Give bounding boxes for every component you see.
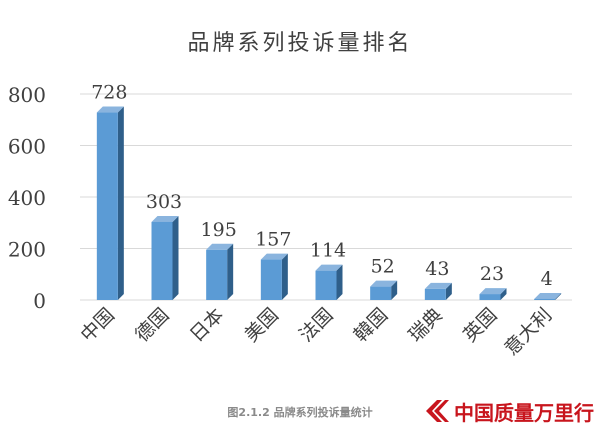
y-axis-ticks: 0 200 400 600 800 (8, 83, 46, 313)
data-label: 23 (480, 263, 504, 285)
bars (96, 106, 562, 300)
brand-logo: 中国质量万里行 (424, 391, 596, 431)
bar-front (151, 221, 173, 300)
bar (370, 280, 398, 300)
bar-side (391, 280, 398, 300)
bar-side (500, 288, 507, 300)
bar-top (534, 292, 562, 299)
data-label: 195 (201, 219, 237, 241)
bar-top (206, 243, 234, 250)
bar-front (534, 298, 556, 300)
x-tick-label: 瑞典 (404, 304, 446, 346)
data-label: 728 (91, 82, 127, 104)
x-tick-label: 意大利 (500, 304, 556, 360)
y-tick-label: 400 (8, 186, 46, 210)
bar-front (370, 286, 392, 300)
bar-top (260, 253, 288, 260)
data-labels: 728 303 195 157 114 52 43 23 4 (91, 82, 553, 290)
bar-front (96, 112, 118, 300)
y-tick-label: 800 (8, 83, 46, 107)
bar-top (479, 288, 507, 295)
bar (96, 106, 124, 300)
x-tick-label: 韓国 (350, 304, 392, 346)
bar-top (424, 282, 452, 289)
bar-front (424, 288, 446, 300)
y-tick-label: 200 (8, 238, 46, 262)
figure-caption: 图2.1.2 品牌系列投诉量统计 (227, 406, 373, 419)
bar-side (227, 243, 234, 300)
chart-title: 品牌系列投诉量排名 (187, 31, 412, 56)
bar (151, 215, 179, 300)
bar (260, 253, 288, 300)
bar-top (96, 106, 124, 113)
x-tick-label: 法国 (295, 304, 337, 346)
bar-top (151, 215, 179, 222)
y-tick-label: 600 (8, 135, 46, 159)
bar-front (260, 259, 282, 300)
x-tick-label: 英国 (459, 304, 501, 346)
x-tick-label: 德国 (131, 304, 173, 346)
bar-chart: 品牌系列投诉量排名 0 200 400 600 800 728 303 195 157 114 5… (8, 31, 572, 360)
bar-side (281, 253, 288, 300)
bar-side (117, 106, 124, 300)
bar-side (336, 264, 343, 300)
bar (424, 282, 452, 300)
bar-front (315, 270, 337, 300)
bar (479, 288, 507, 300)
data-label: 4 (541, 268, 553, 290)
bar-top (315, 264, 343, 271)
x-tick-label: 中国 (76, 304, 118, 346)
logo-text: 中国质量万里行 (454, 400, 594, 425)
bar-front (206, 249, 228, 300)
x-tick-label: 美国 (240, 304, 282, 346)
data-label: 114 (310, 240, 346, 262)
bar (534, 292, 562, 300)
bar (206, 243, 234, 300)
y-tick-label: 0 (33, 289, 46, 313)
logo-mark-icon (426, 400, 449, 422)
bar (315, 264, 343, 300)
bar-side (172, 215, 179, 300)
bar-front (479, 294, 501, 300)
x-tick-label: 日本 (186, 304, 228, 346)
bar-side (445, 282, 452, 300)
data-label: 43 (425, 258, 449, 280)
bar-top (370, 280, 398, 287)
data-label: 157 (255, 229, 291, 251)
data-label: 303 (146, 191, 182, 213)
bar-side (555, 292, 562, 300)
data-label: 52 (371, 256, 395, 278)
